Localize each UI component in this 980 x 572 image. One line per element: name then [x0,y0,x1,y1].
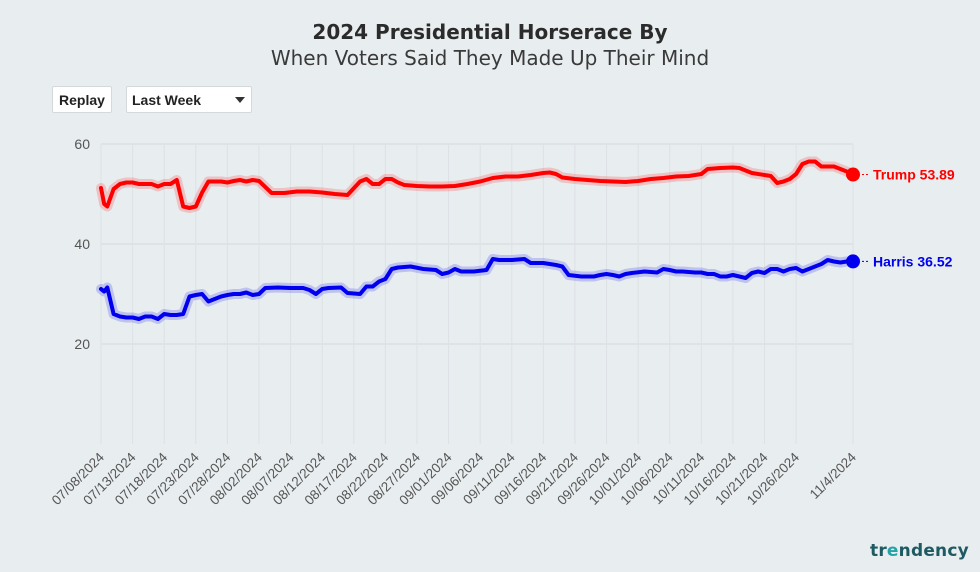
trump-line [99,159,855,210]
y-tick-label: 20 [74,336,90,352]
trump-end-label: Trump 53.89 [873,167,955,183]
y-tick-label: 60 [74,136,90,152]
harris-end-label: Harris 36.52 [873,253,953,269]
replay-button[interactable]: Replay [52,86,112,113]
trump-end-point [846,167,860,182]
harris-line-halo [96,254,858,324]
chart-subtitle: When Voters Said They Made Up Their Mind [270,46,710,70]
chart-title: 2024 Presidential Horserace By [312,20,668,44]
range-dropdown-value: Last Week [132,91,201,108]
chevron-down-icon [235,96,245,103]
trendency-logo: trendency [870,541,969,561]
chart-title-block: 2024 Presidential Horserace By When Vote… [0,20,980,72]
harris-end-point [846,254,860,269]
range-dropdown[interactable]: Last Week [126,86,252,113]
y-tick-label: 40 [74,236,90,252]
harris-line [99,257,855,321]
x-tick-label: 11/4/2024 [807,449,860,502]
